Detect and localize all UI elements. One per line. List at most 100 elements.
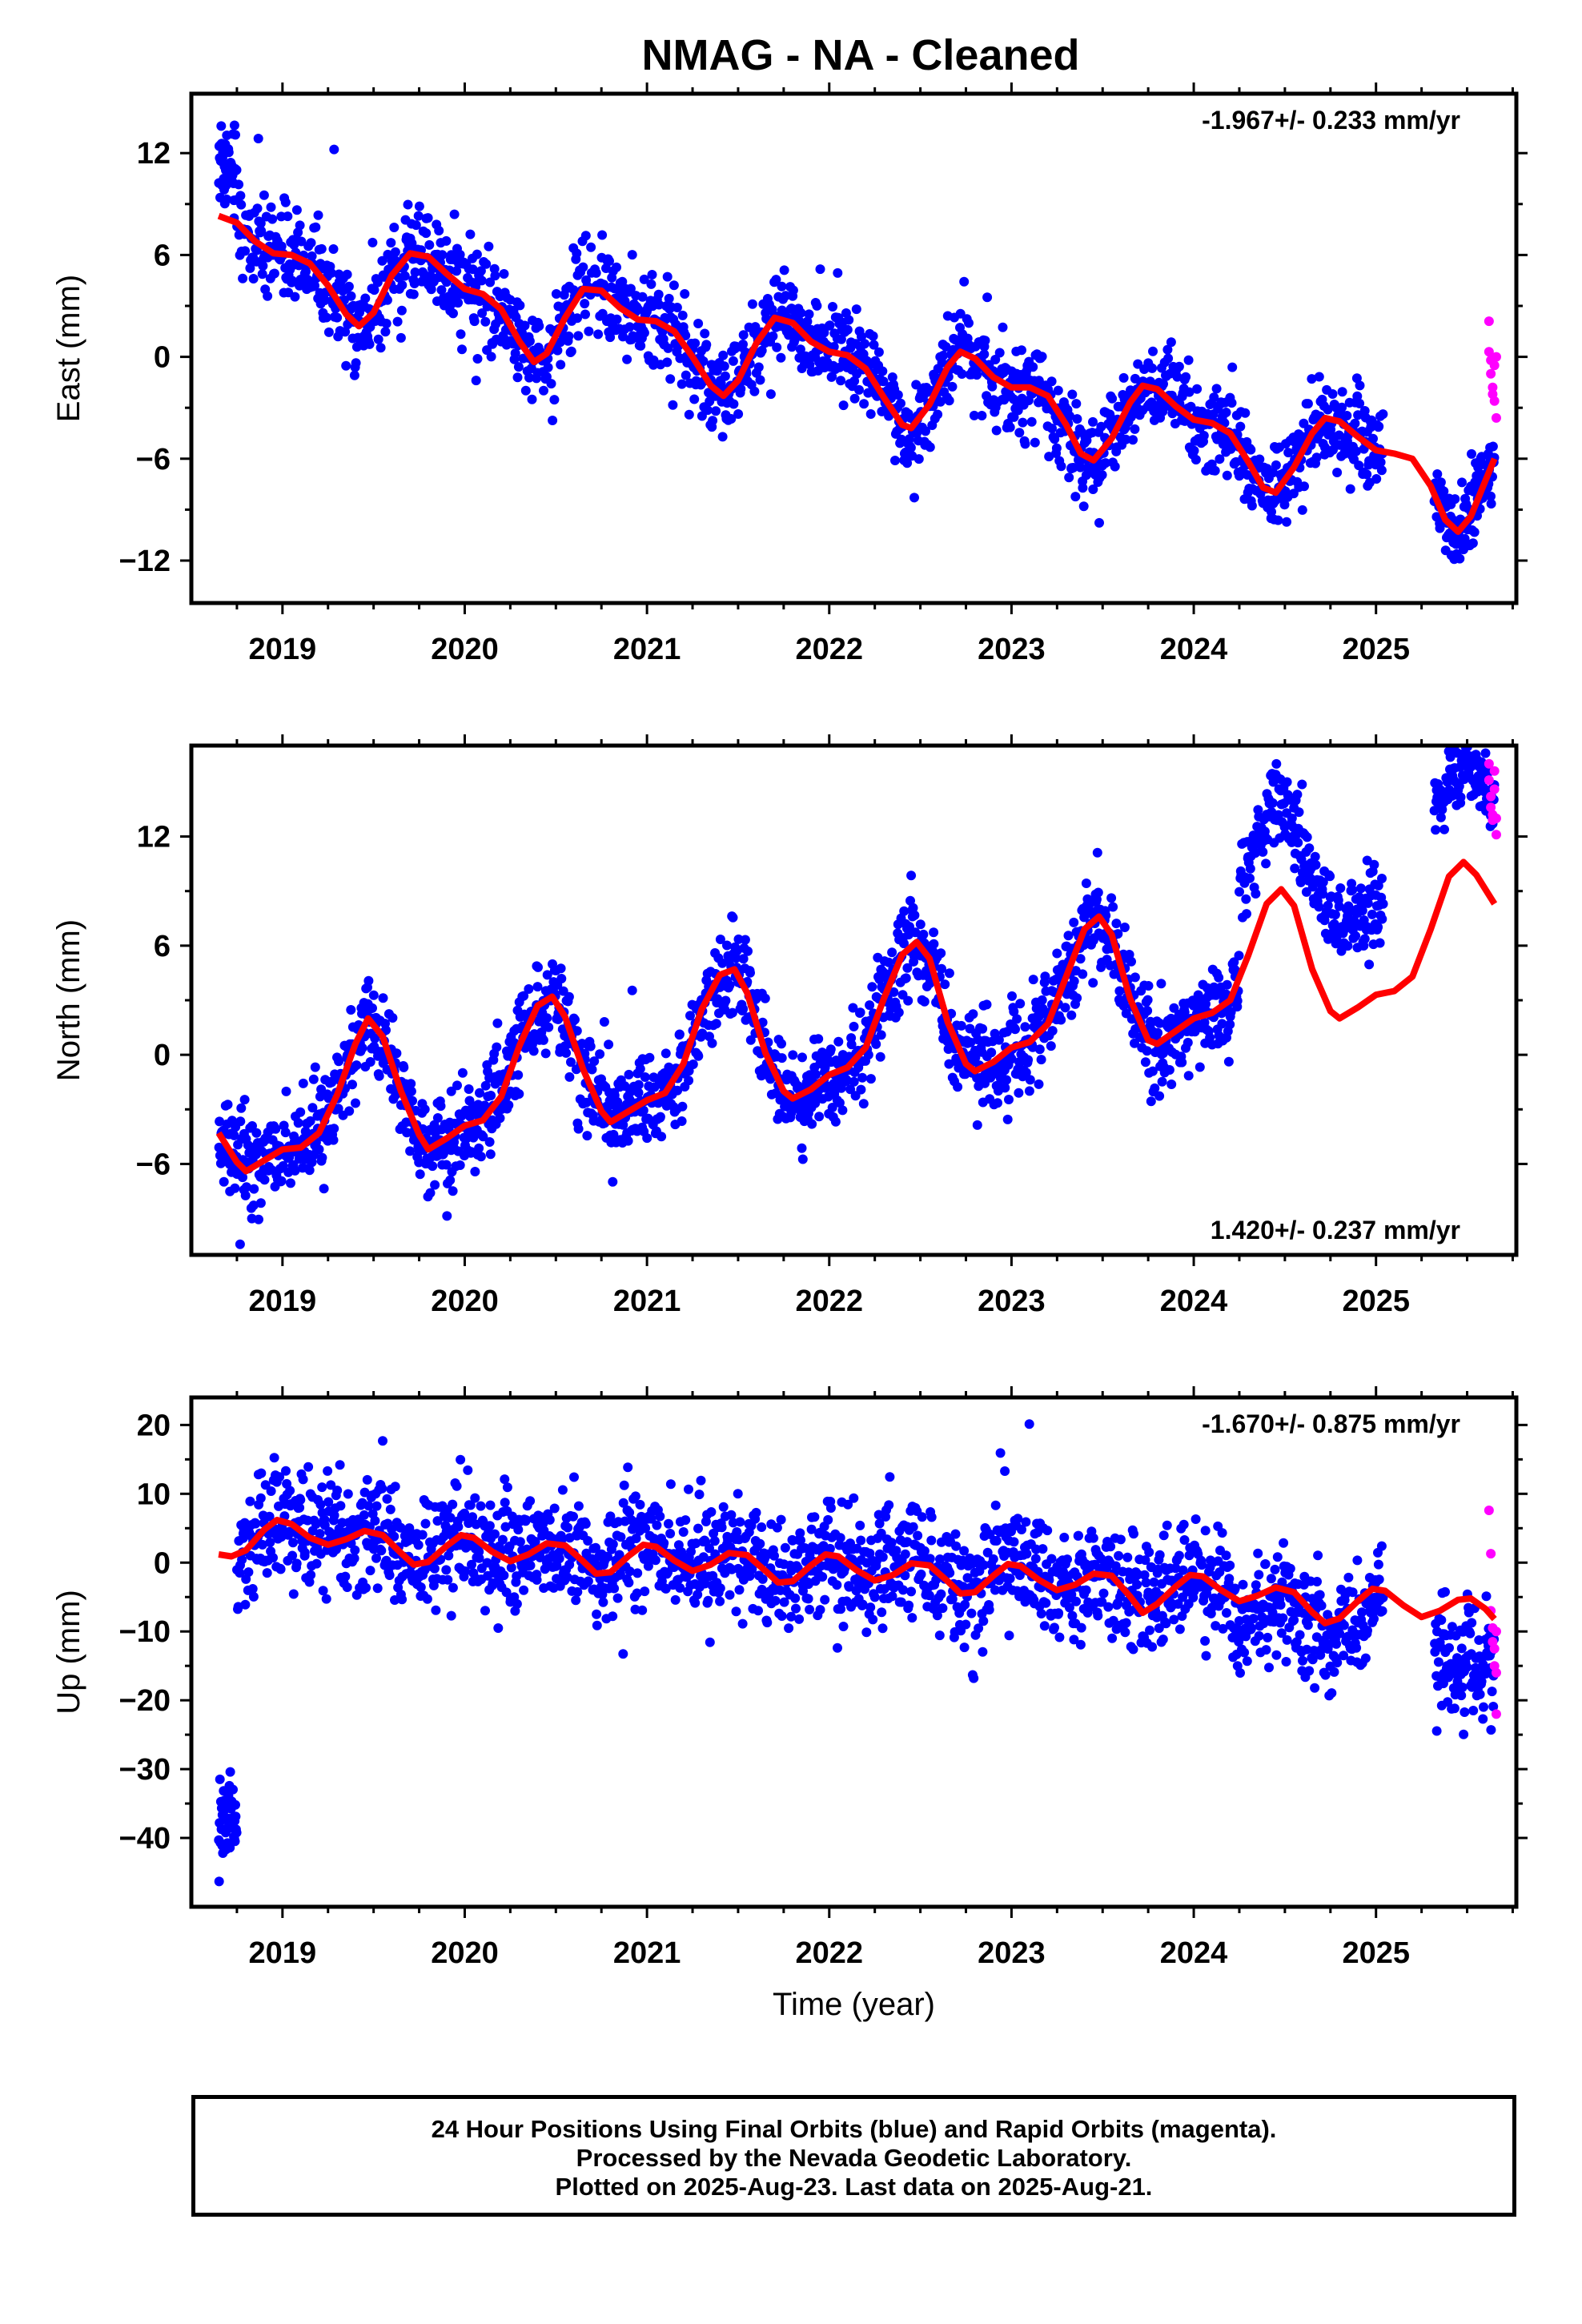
data-point bbox=[1279, 500, 1290, 510]
data-point bbox=[448, 1186, 458, 1196]
data-point bbox=[556, 963, 566, 974]
data-point bbox=[827, 372, 837, 382]
data-point bbox=[305, 1116, 315, 1126]
data-point bbox=[361, 1582, 371, 1593]
data-point bbox=[694, 1490, 705, 1500]
data-point bbox=[385, 1504, 396, 1514]
data-point bbox=[367, 237, 378, 247]
data-point bbox=[409, 279, 420, 288]
data-point bbox=[1012, 1014, 1022, 1024]
data-point bbox=[1093, 887, 1103, 898]
data-point bbox=[1097, 470, 1107, 480]
data-point bbox=[486, 352, 496, 362]
data-point bbox=[1468, 538, 1478, 549]
data-point bbox=[321, 312, 331, 323]
data-point bbox=[283, 211, 293, 222]
data-point bbox=[1374, 421, 1384, 432]
data-point bbox=[469, 316, 480, 327]
data-point bbox=[865, 1074, 876, 1084]
data-point bbox=[396, 305, 407, 316]
data-point bbox=[1126, 410, 1137, 420]
data-point bbox=[717, 1522, 727, 1533]
data-point bbox=[525, 1560, 536, 1570]
data-point bbox=[845, 1084, 856, 1095]
data-point bbox=[1142, 1006, 1153, 1016]
data-point bbox=[1147, 363, 1158, 373]
data-point bbox=[812, 300, 822, 311]
data-point bbox=[830, 1116, 841, 1127]
data-point bbox=[925, 442, 935, 452]
data-point bbox=[1172, 372, 1182, 382]
data-point bbox=[738, 954, 749, 964]
data-point bbox=[1255, 454, 1265, 464]
x-tick-label: 2021 bbox=[613, 633, 681, 666]
data-point bbox=[859, 399, 869, 409]
data-point bbox=[442, 1211, 452, 1221]
data-point bbox=[1261, 858, 1271, 869]
data-point bbox=[235, 1239, 245, 1249]
data-point bbox=[248, 274, 259, 283]
data-point bbox=[597, 308, 608, 319]
data-point bbox=[408, 1096, 417, 1106]
data-point bbox=[869, 340, 879, 350]
data-point bbox=[1034, 1079, 1044, 1089]
data-point bbox=[956, 1020, 966, 1031]
data-point bbox=[1355, 398, 1365, 408]
data-point bbox=[431, 1605, 441, 1615]
data-point bbox=[457, 1068, 468, 1078]
data-point bbox=[441, 1160, 452, 1170]
data-point bbox=[298, 1078, 308, 1088]
data-point bbox=[573, 1124, 584, 1134]
data-point bbox=[1222, 470, 1232, 480]
data-point bbox=[403, 199, 413, 210]
data-point bbox=[504, 1100, 514, 1110]
data-point bbox=[340, 327, 351, 337]
data-point bbox=[638, 1105, 648, 1116]
data-point bbox=[834, 1098, 845, 1108]
data-point bbox=[875, 1051, 885, 1062]
data-point bbox=[777, 1611, 787, 1621]
data-point bbox=[1245, 873, 1255, 883]
data-point bbox=[1283, 448, 1294, 458]
data-point bbox=[955, 308, 966, 319]
data-point bbox=[713, 994, 723, 1004]
data-point bbox=[655, 1511, 665, 1522]
rapid-point bbox=[1491, 813, 1501, 823]
data-point bbox=[1375, 938, 1385, 948]
data-point bbox=[492, 1018, 503, 1028]
y-tick-label: −6 bbox=[136, 443, 171, 476]
x-tick-label: 2023 bbox=[978, 633, 1046, 666]
data-point bbox=[485, 1500, 496, 1510]
data-point bbox=[1268, 468, 1278, 478]
data-point bbox=[1143, 981, 1154, 991]
data-point bbox=[499, 269, 509, 279]
data-point bbox=[1070, 492, 1081, 502]
data-point bbox=[1432, 469, 1443, 479]
data-point bbox=[546, 379, 556, 389]
data-point bbox=[564, 991, 574, 1002]
data-point bbox=[1036, 1055, 1046, 1065]
data-point bbox=[586, 242, 596, 252]
data-point bbox=[341, 360, 351, 371]
data-point bbox=[711, 1019, 721, 1029]
data-point bbox=[1345, 484, 1355, 494]
data-point bbox=[1323, 900, 1333, 911]
data-point bbox=[310, 280, 319, 291]
data-point bbox=[760, 993, 770, 1003]
data-point bbox=[1056, 461, 1066, 472]
data-point bbox=[452, 1080, 462, 1091]
data-point bbox=[1037, 995, 1047, 1005]
data-point bbox=[397, 1594, 408, 1605]
data-point bbox=[1342, 411, 1352, 420]
x-tick-label: 2024 bbox=[1160, 1285, 1228, 1318]
data-point bbox=[225, 1767, 235, 1777]
data-point bbox=[234, 179, 244, 190]
data-point bbox=[598, 1597, 608, 1607]
data-point bbox=[1009, 1007, 1019, 1017]
data-point bbox=[405, 1146, 416, 1156]
data-point bbox=[605, 332, 616, 343]
data-point bbox=[1088, 978, 1098, 988]
data-point bbox=[291, 205, 302, 215]
data-point bbox=[1435, 523, 1445, 533]
data-point bbox=[1078, 969, 1088, 979]
